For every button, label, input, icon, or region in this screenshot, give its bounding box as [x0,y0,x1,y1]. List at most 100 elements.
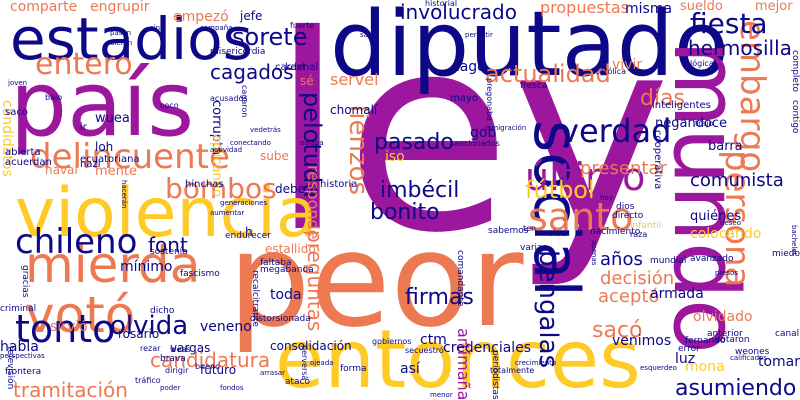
cloud-word: diputado [330,0,729,97]
cloud-word: periodistas [490,350,500,400]
cloud-word: tramitación [13,378,128,400]
cloud-word: vivir [612,57,643,73]
cloud-word: empezó [173,9,229,25]
cloud-word: tonto [15,307,116,351]
cloud-word: venimos [612,333,672,349]
cloud-word: mayo [450,93,478,104]
cloud-word: distorsionada [250,314,311,324]
cloud-word: luz [675,351,696,367]
cloud-word: mona [685,359,725,375]
cloud-word: mínimo [120,259,173,275]
cloud-word: fiesta [690,7,768,40]
cloud-word: responde [304,165,323,240]
cloud-word: votó [25,286,136,344]
cloud-word: arrasar [260,369,286,377]
cloud-word: delincuente [30,137,230,177]
cloud-word: fuerte [290,21,315,30]
cloud-word: historial [425,0,458,8]
cloud-word: perversa [300,345,309,381]
cloud-word: sorete [232,23,308,51]
cloud-word: barra [708,139,743,154]
cloud-word: cagó [452,59,486,75]
cloud-word: decisión [600,268,675,289]
cloud-word: megabanda [260,265,314,275]
cloud-word: fondos [220,384,244,392]
cloud-word: error [678,344,700,354]
cloud-word: bachelet [790,225,798,256]
cloud-word: gracias [20,265,30,298]
cloud-word: candidatura [150,348,271,372]
cloud-word: abierta [5,147,41,158]
cloud-word: años [600,249,643,270]
cloud-word: verdad [560,112,672,150]
cloud-word: fresca [520,81,548,91]
cloud-word: infantil [630,221,662,231]
cloud-word: pasan [110,29,132,37]
cloud-word: pregonaba [485,78,494,122]
cloud-word: frontera [5,367,42,377]
cloud-word: hoy [600,194,613,202]
cloud-word: dieron [110,39,133,47]
cloud-word: vedetrás [250,126,281,134]
cloud-word: presentar [580,158,667,179]
cloud-word: ley [270,0,671,292]
cloud-word: h [245,225,253,239]
cloud-word: santo [528,195,634,239]
cloud-word: dios [616,202,635,212]
cloud-word: canal [775,329,800,339]
cloud-word: ecuatoriana [80,154,140,165]
cloud-word: peor [228,204,524,356]
cloud-word: actualidad [485,60,611,88]
cloud-word: gob [470,125,497,141]
cloud-word: lógica [690,59,714,68]
cloud-word: estadios [10,5,253,73]
cloud-word: ojeada [310,359,334,367]
cloud-word: jefe [240,9,263,23]
cloud-word: cardenal [275,62,319,73]
cloud-word: nazi [80,159,101,170]
cloud-word: aumentar [210,209,245,217]
cloud-word: vivo [548,229,567,239]
cloud-word: raza [630,230,648,239]
cloud-word: chomalí [330,103,378,117]
cloud-word: católica [595,67,627,76]
cloud-word: ir [80,122,87,133]
cloud-word: presos [715,269,739,277]
cloud-word: completo [790,50,800,93]
cloud-word: varias [520,243,548,253]
cloud-word: naval [45,163,78,177]
cloud-word: faltaba [260,258,292,268]
cloud-word: sacó [592,318,643,343]
cloud-word: actividad [210,146,243,154]
cloud-word: fascismo [180,269,220,279]
cloud-word: involucrado [400,0,517,24]
cloud-word: asumiendo [675,376,797,400]
cloud-word: historia [320,179,358,190]
cloud-word: iso [385,149,405,165]
cloud-word: pasado [374,130,454,155]
cloud-word: firmas [405,285,474,310]
cloud-word: armada [650,286,704,302]
cloud-word: fernando [685,336,726,346]
cloud-word: sé [300,74,314,88]
cloud-word: quiénes [690,209,742,224]
cloud-word: bajo [45,93,63,102]
cloud-word: rezar [140,344,161,353]
cloud-word: vargas [170,341,211,355]
cloud-word: kast [285,62,306,73]
cloud-word: criminal [0,304,37,314]
cloud-word: inteligentes [652,100,711,111]
cloud-word: trajo [695,119,714,128]
cloud-word: acusados [210,94,248,103]
cloud-word: conectando [230,139,271,147]
cloud-word: debe [275,182,305,196]
cloud-word: estallido [265,242,316,256]
cloud-word: odiaba [300,139,324,147]
cloud-word: misma [625,1,673,17]
cloud-word: weas [170,345,191,354]
cloud-word: sabemos [488,226,529,236]
cloud-word: crecimiento [515,359,557,367]
cloud-word: futuro [200,363,237,377]
cloud-word: hacerán [120,180,128,209]
cloud-word: sino [150,24,165,32]
